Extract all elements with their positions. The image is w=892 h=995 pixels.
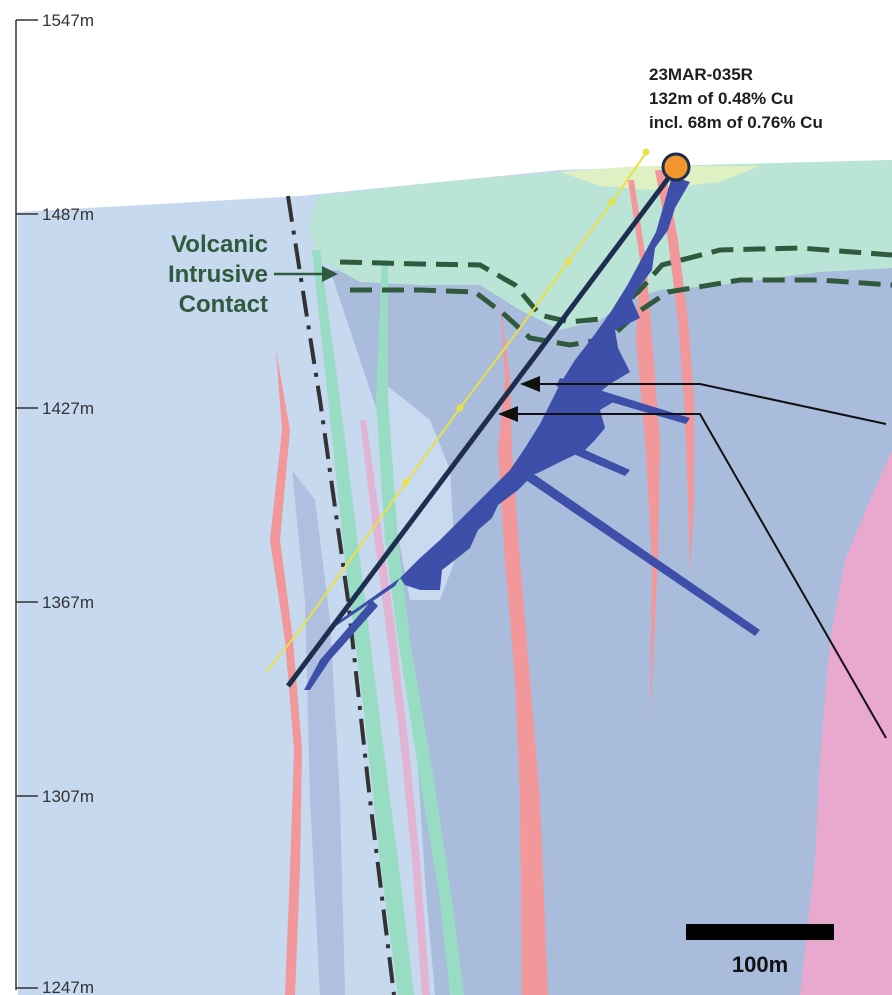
yellow-trace-marker-5 — [402, 478, 410, 486]
pink-dyke-thin — [360, 420, 430, 995]
elevation-label: 1367m — [42, 593, 94, 612]
geology-units — [18, 160, 892, 995]
assay-spike-long-upper — [556, 378, 690, 424]
yellow-trace-marker-1 — [642, 148, 650, 156]
leader-upper — [536, 383, 887, 425]
assay-spike-long-lower — [520, 468, 760, 636]
leader-lower — [514, 413, 887, 739]
secondary-drill-trace — [265, 148, 650, 673]
drillhole-trace — [285, 166, 679, 688]
arrowhead-upper — [520, 376, 540, 392]
callout-leaders — [514, 383, 887, 739]
elevation-label: 1487m — [42, 205, 94, 224]
elevation-label: 1427m — [42, 399, 94, 418]
contact-line-upper — [339, 245, 892, 325]
intrusive-unit-lower-left — [292, 470, 345, 995]
contact-label-arrowhead — [322, 266, 338, 282]
assay-bars-upper — [560, 176, 690, 398]
assay-bars-middle — [510, 384, 620, 478]
pink-unit — [800, 450, 892, 995]
drillhole-annotation: 23MAR-035R 132m of 0.48% Cu incl. 68m of… — [649, 65, 823, 132]
contact-label-line-3: Contact — [179, 291, 268, 318]
volcanic-cap — [308, 160, 892, 330]
fault-line — [286, 195, 396, 995]
red-dyke-center — [490, 215, 548, 995]
assay-spike-mid — [536, 430, 630, 476]
assay-histogram — [304, 176, 760, 690]
contact-label-line-2: Intrusive — [168, 261, 268, 288]
green-dyke-middle — [376, 260, 464, 995]
scale-bar-rect — [686, 924, 834, 940]
red-dyke-far-left — [270, 350, 302, 995]
scale-bar: 100m — [686, 924, 834, 977]
yellow-trace-marker-3 — [564, 258, 572, 266]
elevation-label: 1547m — [42, 11, 94, 30]
drillhole-collar — [661, 152, 691, 182]
elevation-axis: 1547m 1487m 1427m 1367m 1307m 1247m — [15, 11, 94, 995]
contact-label-line-1: Volcanic — [171, 231, 268, 258]
red-dyke-right-a — [628, 180, 660, 720]
contact-label: Volcanic Intrusive Contact — [168, 231, 268, 318]
assay-spikes-bottom — [304, 578, 400, 690]
elevation-label: 1307m — [42, 787, 94, 806]
scale-bar-label: 100m — [732, 952, 788, 977]
drillhole-including: incl. 68m of 0.76% Cu — [649, 113, 823, 132]
drillhole-id: 23MAR-035R — [649, 65, 753, 84]
yellow-trace-marker-4 — [456, 404, 464, 412]
intrusive-unit — [330, 265, 892, 995]
arrowhead-lower — [498, 406, 518, 422]
red-dyke-right-b — [655, 170, 694, 575]
assay-bars-lower — [400, 470, 530, 590]
elevation-label: 1247m — [42, 978, 94, 995]
yellow-trace-marker-2 — [608, 198, 616, 206]
drillhole-intercept: 132m of 0.48% Cu — [649, 89, 794, 108]
